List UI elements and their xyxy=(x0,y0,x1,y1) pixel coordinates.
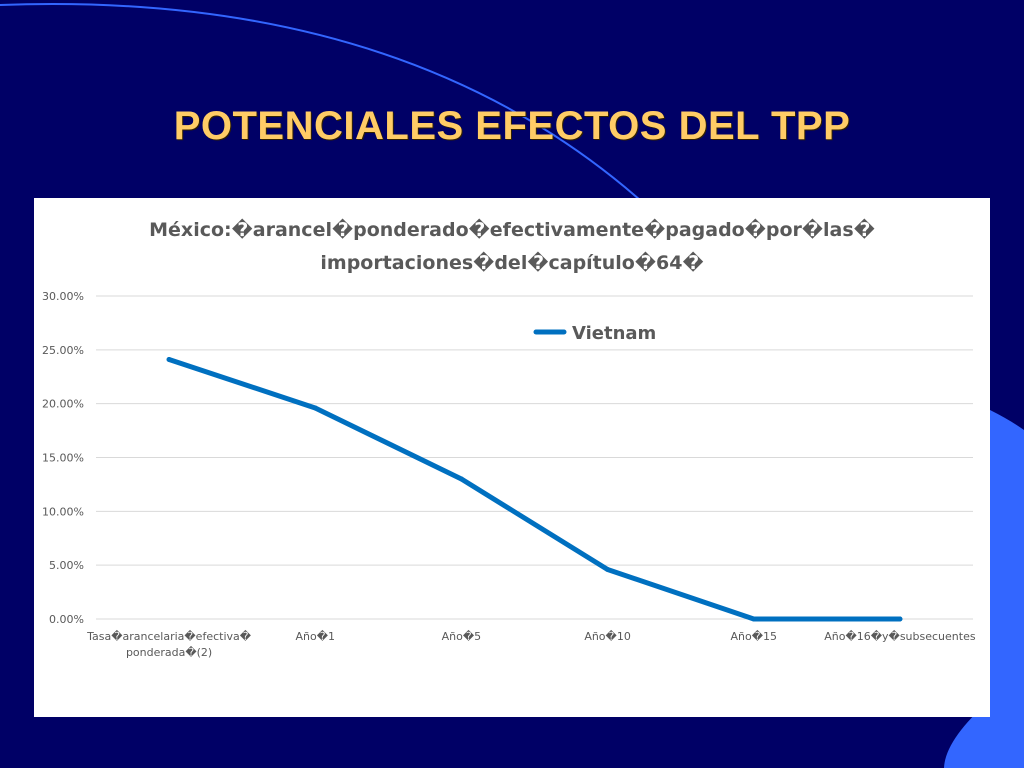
x-tick-label: Año�15 xyxy=(730,630,777,643)
y-tick-label: 25.00% xyxy=(42,344,84,357)
chart-panel: México:�arancel�ponderado�efectivamente�… xyxy=(34,198,990,717)
x-tick-label: Año�1 xyxy=(295,630,335,643)
legend-label: Vietnam xyxy=(572,323,656,344)
data-point xyxy=(312,405,318,411)
background-arc xyxy=(0,3,641,201)
data-point xyxy=(166,357,172,363)
x-tick-label: Año�16�y�subsecuentes xyxy=(824,630,976,643)
data-point xyxy=(751,616,757,622)
x-tick-label: Tasa�arancelaria�efectiva� xyxy=(86,630,252,643)
x-tick-label: Año�5 xyxy=(442,630,482,643)
line-chart: México:�arancel�ponderado�efectivamente�… xyxy=(42,218,976,659)
series-line-vietnam xyxy=(166,357,903,622)
y-tick-label: 10.00% xyxy=(42,505,84,518)
y-tick-label: 5.00% xyxy=(49,559,84,572)
data-point xyxy=(605,566,611,572)
x-tick-label: Año�10 xyxy=(584,630,631,643)
y-tick-label: 15.00% xyxy=(42,452,84,465)
data-point xyxy=(897,616,903,622)
chart-title-line: México:�arancel�ponderado�efectivamente�… xyxy=(149,218,875,241)
y-tick-label: 0.00% xyxy=(49,613,84,626)
slide-title: POTENCIALES EFECTOS DEL TPP xyxy=(173,104,851,148)
data-point xyxy=(458,476,464,482)
x-tick-label: ponderada�(2) xyxy=(126,646,212,659)
y-tick-label: 20.00% xyxy=(42,398,84,411)
y-tick-label: 30.00% xyxy=(42,290,84,303)
background-side-shape xyxy=(944,410,1024,768)
chart-title-line: importaciones�del�capítulo�64� xyxy=(320,251,703,274)
